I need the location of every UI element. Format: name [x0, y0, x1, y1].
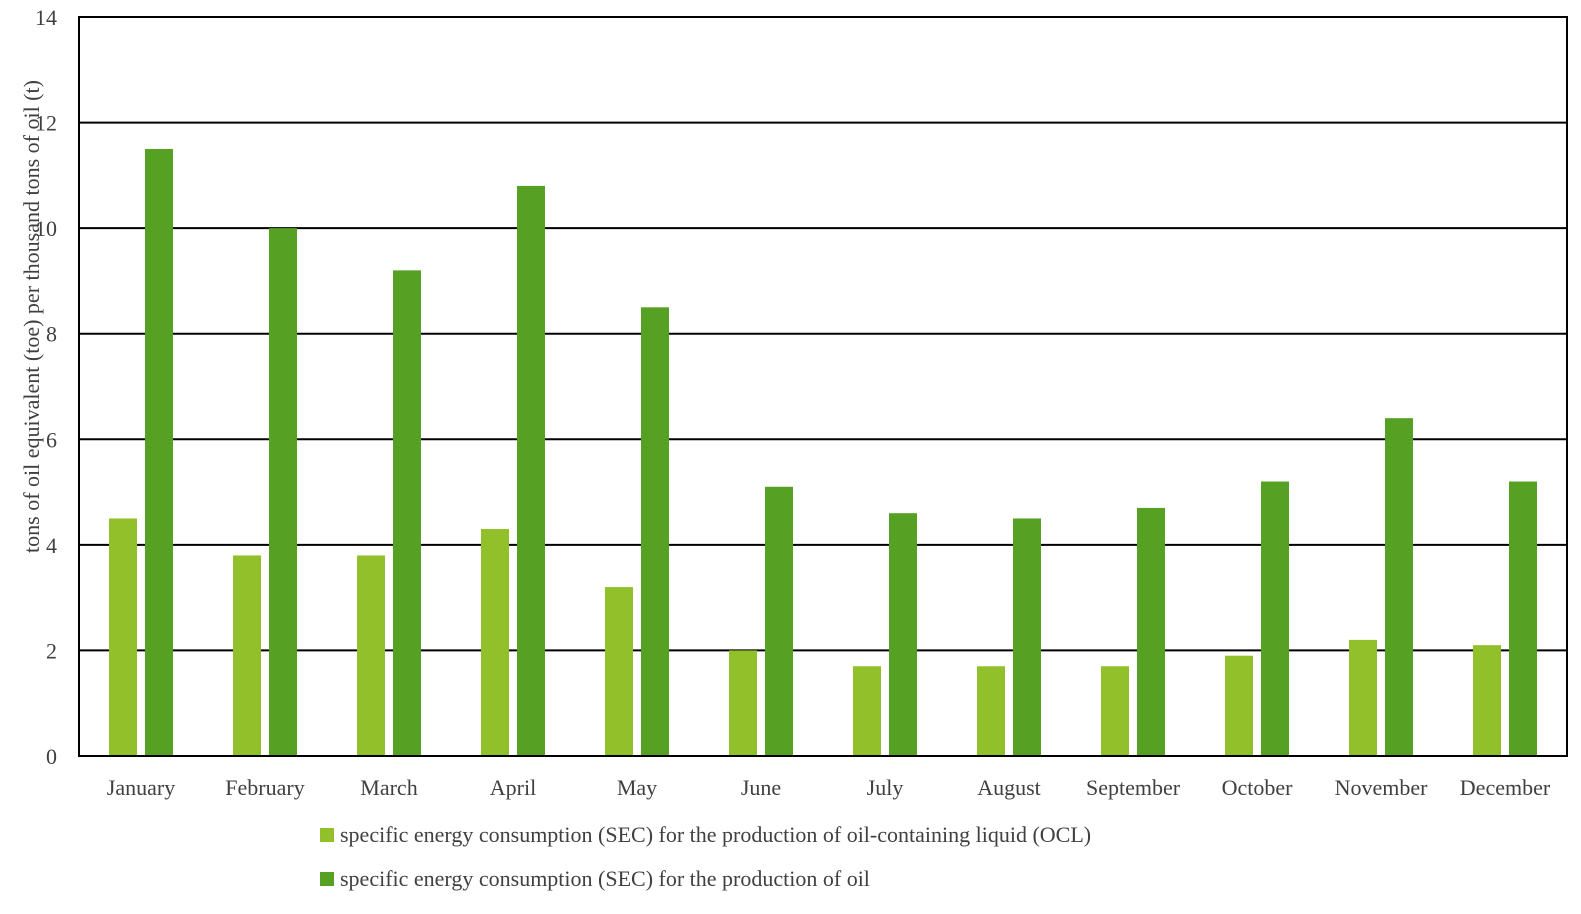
x-category-label: October [1222, 775, 1294, 800]
bar-series-2-july [889, 513, 917, 756]
x-category-label: August [977, 775, 1041, 800]
legend-swatch [320, 828, 334, 842]
x-category-label: February [225, 775, 304, 800]
bar-series-1-december [1473, 645, 1501, 756]
bar-series-1-october [1225, 655, 1253, 756]
legend: specific energy consumption (SEC) for th… [320, 822, 1091, 891]
x-category-label: March [360, 775, 417, 800]
x-category-label: January [107, 775, 175, 800]
y-tick-label: 10 [35, 216, 57, 241]
x-category-label: November [1335, 775, 1429, 800]
bar-series-1-july [853, 666, 881, 756]
bar-series-1-february [233, 555, 261, 756]
x-axis-categories: January February March April May June July Augu… [107, 775, 1551, 800]
bar-series-1-august [977, 666, 1005, 756]
bar-series-2-april [517, 185, 545, 756]
y-tick-label: 2 [46, 638, 57, 663]
legend-swatch [320, 872, 334, 886]
y-tick-label: 14 [35, 5, 57, 30]
bar-series-1-june [729, 650, 757, 756]
plot-area [79, 17, 1567, 756]
bars [109, 148, 1537, 757]
bar-series-1-january [109, 518, 137, 756]
plot-frame [78, 16, 1568, 757]
y-axis-title: tons of oil equivalent (toe) per thousan… [19, 80, 44, 553]
bar-series-2-september [1137, 507, 1165, 756]
y-tick-label: 8 [46, 322, 57, 347]
legend-label: specific energy consumption (SEC) for th… [340, 822, 1091, 847]
bar-series-2-november [1385, 418, 1413, 756]
legend-label: specific energy consumption (SEC) for th… [340, 866, 870, 891]
x-category-label: July [867, 775, 904, 800]
bar-series-1-march [357, 555, 385, 756]
bar-series-2-june [765, 486, 793, 756]
x-category-label: September [1086, 775, 1181, 800]
bar-series-2-october [1261, 481, 1289, 756]
bar-series-2-december [1509, 481, 1537, 756]
bar-series-2-march [393, 270, 421, 756]
bar-series-1-may [605, 587, 633, 756]
gridlines [79, 121, 1567, 652]
bar-series-2-january [145, 148, 173, 756]
y-tick-label: 6 [46, 427, 57, 452]
bar-series-1-april [481, 529, 509, 756]
x-category-label: May [617, 775, 657, 800]
bar-series-2-may [641, 307, 669, 756]
y-tick-label: 4 [46, 533, 57, 558]
bar-series-1-september [1101, 666, 1129, 756]
y-tick-label: 12 [35, 111, 57, 136]
bar-series-2-february [269, 228, 297, 757]
x-category-label: December [1460, 775, 1551, 800]
x-category-label: June [741, 775, 781, 800]
x-category-label: April [490, 775, 536, 800]
y-tick-label: 0 [46, 744, 57, 769]
y-axis-ticks: 0 2 4 6 8 10 12 14 [35, 5, 57, 769]
bar-series-1-november [1349, 639, 1377, 756]
bar-series-2-august [1013, 518, 1041, 756]
